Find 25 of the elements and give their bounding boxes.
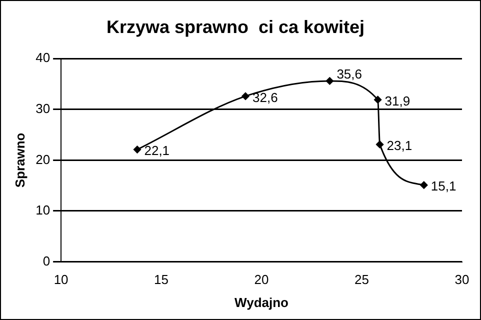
data-label: 31,9 bbox=[384, 93, 410, 108]
data-label: 15,1 bbox=[430, 178, 456, 194]
data-label: 22,1 bbox=[144, 143, 170, 158]
y-tick-label: 30 bbox=[36, 100, 50, 116]
y-tick-label: 0 bbox=[42, 253, 50, 268]
y-tick-label: 20 bbox=[36, 152, 50, 167]
point bbox=[376, 140, 384, 148]
point bbox=[242, 92, 250, 100]
x-tick-label: 10 bbox=[54, 272, 68, 288]
data-label: 32,6 bbox=[252, 90, 278, 105]
y-axis-title: Sprawno bbox=[12, 132, 28, 188]
x-tick-label: 15 bbox=[154, 272, 169, 288]
point bbox=[374, 96, 382, 104]
x-tick-label: 30 bbox=[454, 272, 470, 288]
chart-title: Krzywa sprawno ci ca kowitej bbox=[106, 16, 365, 37]
x-tick-label: 25 bbox=[354, 272, 369, 288]
x-axis-title: Wydajno bbox=[234, 294, 289, 310]
point bbox=[133, 146, 141, 154]
data-label: 23,1 bbox=[386, 138, 412, 154]
point bbox=[420, 181, 428, 189]
y-tick-label: 10 bbox=[36, 202, 50, 218]
data-label: 35,6 bbox=[336, 66, 362, 82]
y-tick-label: 40 bbox=[36, 50, 50, 66]
x-tick-label: 20 bbox=[254, 272, 269, 288]
point bbox=[326, 77, 334, 85]
